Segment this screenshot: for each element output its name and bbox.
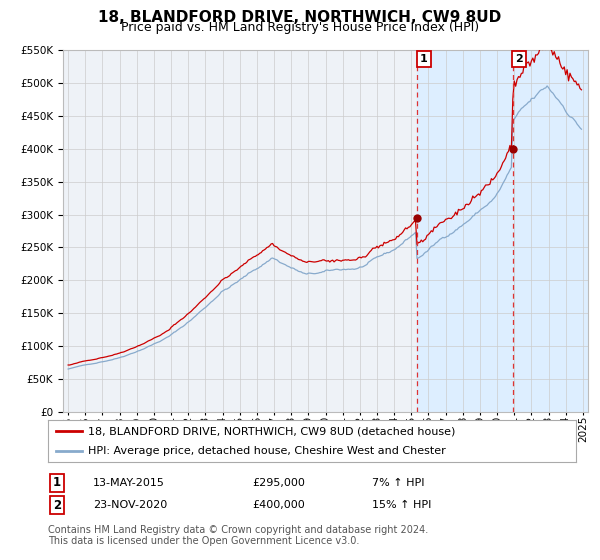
Text: 2: 2 [515,54,523,64]
Text: £295,000: £295,000 [252,478,305,488]
Text: HPI: Average price, detached house, Cheshire West and Chester: HPI: Average price, detached house, Ches… [88,446,445,456]
Text: Contains HM Land Registry data © Crown copyright and database right 2024.
This d: Contains HM Land Registry data © Crown c… [48,525,428,547]
Text: 1: 1 [420,54,428,64]
Text: 23-NOV-2020: 23-NOV-2020 [93,500,167,510]
Text: 2: 2 [53,498,61,512]
Text: 13-MAY-2015: 13-MAY-2015 [93,478,165,488]
Text: 1: 1 [53,476,61,489]
Bar [418,50,592,412]
Text: 15% ↑ HPI: 15% ↑ HPI [372,500,431,510]
Text: Price paid vs. HM Land Registry's House Price Index (HPI): Price paid vs. HM Land Registry's House … [121,21,479,34]
Text: 18, BLANDFORD DRIVE, NORTHWICH, CW9 8UD: 18, BLANDFORD DRIVE, NORTHWICH, CW9 8UD [98,10,502,25]
Text: £400,000: £400,000 [252,500,305,510]
Text: 18, BLANDFORD DRIVE, NORTHWICH, CW9 8UD (detached house): 18, BLANDFORD DRIVE, NORTHWICH, CW9 8UD … [88,426,455,436]
Text: 7% ↑ HPI: 7% ↑ HPI [372,478,425,488]
